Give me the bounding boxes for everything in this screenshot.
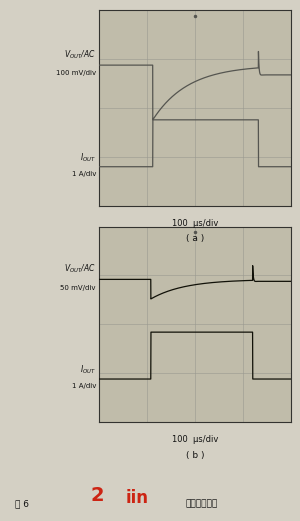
Text: 1 A/div: 1 A/div <box>72 171 96 177</box>
Text: 图 6: 图 6 <box>15 499 29 508</box>
Text: 100  μs/div: 100 μs/div <box>172 219 218 228</box>
Text: 100  μs/div: 100 μs/div <box>172 435 218 444</box>
Text: $I_{OUT}$: $I_{OUT}$ <box>80 364 96 376</box>
Text: ( a ): ( a ) <box>186 234 204 243</box>
Text: $V_{OUT}$/AC: $V_{OUT}$/AC <box>64 48 96 61</box>
Text: 50 mV/div: 50 mV/div <box>61 284 96 291</box>
Text: 负载跳变测试: 负载跳变测试 <box>186 499 218 508</box>
Text: $V_{OUT}$/AC: $V_{OUT}$/AC <box>64 263 96 275</box>
Text: $I_{OUT}$: $I_{OUT}$ <box>80 151 96 164</box>
Text: 2: 2 <box>90 487 104 505</box>
Text: 100 mV/div: 100 mV/div <box>56 70 96 77</box>
Text: ( b ): ( b ) <box>186 451 204 460</box>
Text: iin: iin <box>126 489 149 507</box>
Text: 1 A/div: 1 A/div <box>72 383 96 389</box>
